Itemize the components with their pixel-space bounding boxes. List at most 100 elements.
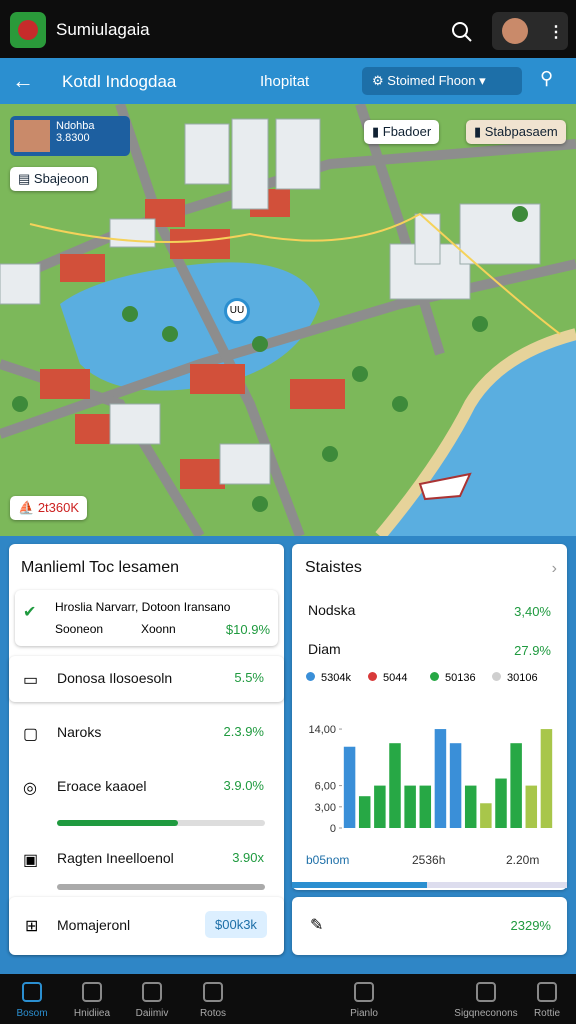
stat-value: 3,40% [514,604,551,619]
map-label[interactable]: ▮ Stabpasaem [466,120,566,144]
legend-swatch [368,672,377,681]
row-icon: ▣ [23,852,39,869]
bar-chart: 14,00 6,00 3,00 0 b05nom 2536h 2.20m [292,724,567,888]
featured-tag: Xoonn [141,622,176,636]
legend-item: 5044 [368,672,430,684]
legend-label: 50136 [445,672,476,684]
nav-icon[interactable] [476,982,496,1002]
card-title: Staistes [305,559,362,576]
decoration [0,263,41,305]
legend-item: 50136 [430,672,492,684]
nav-label[interactable]: Daiimiv [135,1008,169,1019]
nav-icon[interactable] [142,982,162,1002]
stat-value: 27.9% [514,643,551,658]
map-label-text: Fbadoer [382,124,432,139]
nav-icon[interactable] [537,982,557,1002]
row-value: 3.90x [232,850,264,865]
decoration [170,229,230,259]
bar [525,785,538,828]
list-row[interactable]: ▭ Donosa Ilosoesoln 5.5% [9,656,284,702]
nav-label[interactable]: Pianlo [350,1008,378,1019]
map-pin[interactable]: UU [224,298,250,324]
stat-label: Diam [308,641,341,657]
map-label[interactable]: ▤ Sbajeoon [10,167,97,191]
decoration [459,203,541,265]
nav-label[interactable]: Hnidiiea [73,1008,111,1019]
bar [510,743,522,828]
decoration [60,254,105,282]
y-tick-label: 3,00 [315,802,336,814]
app-icon [10,12,46,48]
row-value: 2.3.9% [223,724,264,739]
back-button[interactable]: ← [12,68,34,93]
decoration [464,34,472,42]
app-bar: Sumiulagaia ⋮ [0,0,576,58]
decoration [12,396,28,412]
legend-swatch [306,672,315,681]
info-card[interactable]: Ndohba 3.8300 [10,116,130,156]
decoration: ✔ [23,604,37,621]
row-label: Ragten Ineelloenol [57,850,174,866]
nav-icon[interactable] [203,982,223,1002]
nav-icon[interactable] [82,982,102,1002]
row-value: 5.5% [234,670,264,685]
decoration [29,212,561,335]
dropdown[interactable]: ⚙ Stoimed Fhoon ▾ [362,67,522,95]
bar [374,785,386,828]
x-label: 2.20m [506,853,539,867]
footer-label: Momajeronl [57,917,131,933]
x-label: b05nom [306,853,349,867]
stats-card: Staistes › Nodska 3,40% Diam 27.9% 5304k 50… [292,544,567,890]
more-button[interactable]: › [551,560,557,577]
row-value: 3.9.0% [223,778,264,793]
decoration [392,396,408,412]
map-badge[interactable]: ⛵ 2t360K [10,496,88,520]
footer-button[interactable]: $00k3k [205,911,267,938]
nav-icon[interactable] [22,982,42,1002]
legend: 5304k 5044 50136 30106 [306,672,561,684]
legend-label: 5044 [383,672,408,684]
row-label: Eroace kaaoel [57,778,147,794]
bar [449,743,462,828]
decoration [252,496,268,512]
map-badge-text: 2t360K [37,500,80,515]
map-label-text: Sbajeoon [33,171,89,186]
featured-sub: Sooneon [55,622,104,636]
decoration [389,243,471,300]
nav-label[interactable]: Sigqneconons [454,1008,518,1019]
decoration [275,118,321,190]
footer-value: 2329% [510,918,551,933]
profile-button[interactable]: ⋮ [492,12,568,50]
decoration [375,328,576,536]
nav-label[interactable]: Rotos [199,1008,227,1019]
featured-row[interactable]: ✔ Hroslia Narvarr, Dotoon Iransano Soone… [15,590,278,646]
y-tick-label: 0 [330,823,336,835]
nav-label[interactable]: Bosom [16,1008,48,1019]
decoration [352,366,368,382]
featured-value: $10.9% [225,622,270,637]
bar [464,785,477,828]
legend-swatch [492,672,501,681]
x-label: 2536h [412,853,445,867]
decoration: ✎ [310,917,324,934]
nav-icon[interactable] [354,982,374,1002]
search-button[interactable] [450,20,474,44]
footer-card: ⊞ Momajeronl $00k3k [9,897,284,955]
featured-title: Hroslia Narvarr, Dotoon Iransano [55,600,231,614]
decoration [231,118,269,210]
chart-scrollbar [292,882,427,888]
decoration [162,326,178,342]
nav-label[interactable]: Rottie [533,1008,561,1019]
bar [480,803,492,828]
map-label[interactable]: ▮ Fbadoer [364,120,440,144]
y-tick-label: 14,00 [308,724,336,736]
legend-item: 30106 [492,672,554,684]
row-label: Donosa Ilosoesoln [57,670,173,686]
bar [358,796,371,828]
decoration [414,213,441,265]
user-button[interactable]: ⚲ [540,68,554,88]
map-label-text: Stabpasaem [484,124,558,139]
stat-label: Nodska [308,602,356,618]
decoration [290,379,345,409]
decoration: ⋮ [548,24,564,41]
